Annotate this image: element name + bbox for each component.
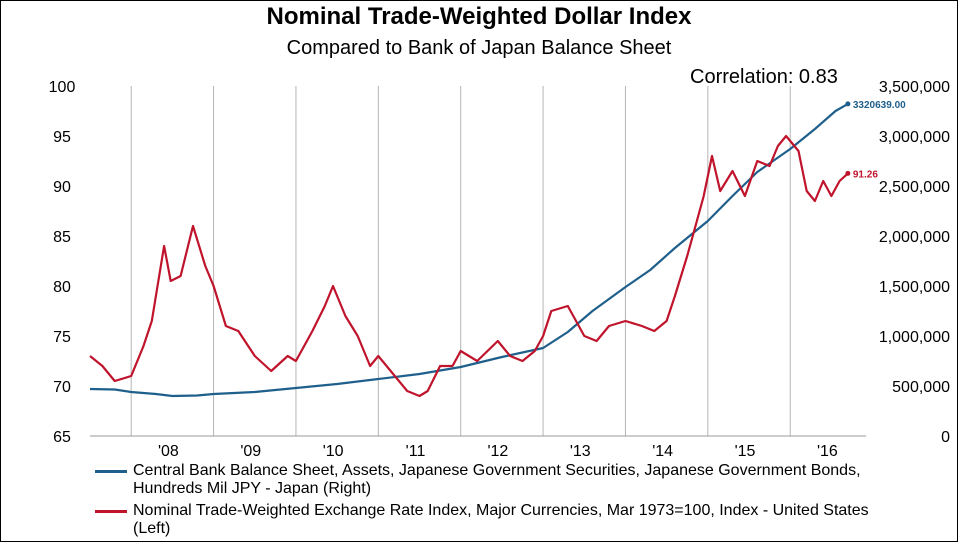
right-tick-label: 3,500,000 xyxy=(879,79,950,96)
right-tick-label: 500,000 xyxy=(892,379,950,396)
x-tick-label: '11 xyxy=(406,443,426,460)
left-axis-ticks: 65 70 75 80 85 90 95 100 xyxy=(49,79,76,446)
chart-title: Nominal Trade-Weighted Dollar Index xyxy=(266,3,692,30)
x-tick-label: '09 xyxy=(240,443,261,460)
left-tick-label: 65 xyxy=(53,429,71,446)
right-tick-label: 3,000,000 xyxy=(879,129,950,146)
correlation-label: Correlation: 0.83 xyxy=(690,66,838,88)
vertical-gridlines xyxy=(130,86,791,436)
end-labels: 3320639.00 91.26 xyxy=(845,100,906,180)
x-tick-label: '14 xyxy=(652,443,673,460)
x-axis-ticks: '08 '09 '10 '11 '12 '13 '14 '15 '16 xyxy=(158,443,838,460)
left-tick-label: 85 xyxy=(53,229,71,246)
x-tick-label: '10 xyxy=(323,443,344,460)
series-line-boj xyxy=(89,102,849,398)
left-tick-label: 100 xyxy=(49,79,76,96)
legend-swatch-boj xyxy=(95,470,127,473)
x-tick-label: '13 xyxy=(570,443,591,460)
chart-subtitle: Compared to Bank of Japan Balance Sheet xyxy=(286,37,672,59)
left-tick-label: 70 xyxy=(53,379,71,396)
legend-label-boj: Central Bank Balance Sheet, Assets, Japa… xyxy=(133,462,861,497)
legend-swatch-dollar xyxy=(95,510,127,513)
end-label-dollar: 91.26 xyxy=(853,169,878,180)
end-label-boj: 3320639.00 xyxy=(853,100,906,111)
right-tick-label: 1,500,000 xyxy=(879,279,950,296)
right-tick-label: 0 xyxy=(941,429,950,446)
x-tick-label: '08 xyxy=(158,443,179,460)
x-tick-label: '16 xyxy=(817,443,838,460)
left-tick-label: 80 xyxy=(53,279,71,296)
legend-label-dollar: Nominal Trade-Weighted Exchange Rate Ind… xyxy=(133,502,869,537)
left-tick-label: 90 xyxy=(53,179,71,196)
series-line-dollar xyxy=(89,134,849,398)
left-tick-label: 95 xyxy=(53,129,71,146)
right-tick-label: 2,000,000 xyxy=(879,229,950,246)
end-marker-dollar xyxy=(845,170,851,176)
right-tick-label: 2,500,000 xyxy=(879,179,950,196)
end-marker-boj xyxy=(845,101,851,107)
right-tick-label: 1,000,000 xyxy=(879,329,950,346)
x-tick-label: '12 xyxy=(487,443,508,460)
x-tick-label: '15 xyxy=(735,443,756,460)
series-group xyxy=(89,102,849,398)
right-axis-ticks: 0 500,000 1,000,000 1,500,000 2,000,000 2,500… xyxy=(879,79,950,446)
left-tick-label: 75 xyxy=(53,329,71,346)
